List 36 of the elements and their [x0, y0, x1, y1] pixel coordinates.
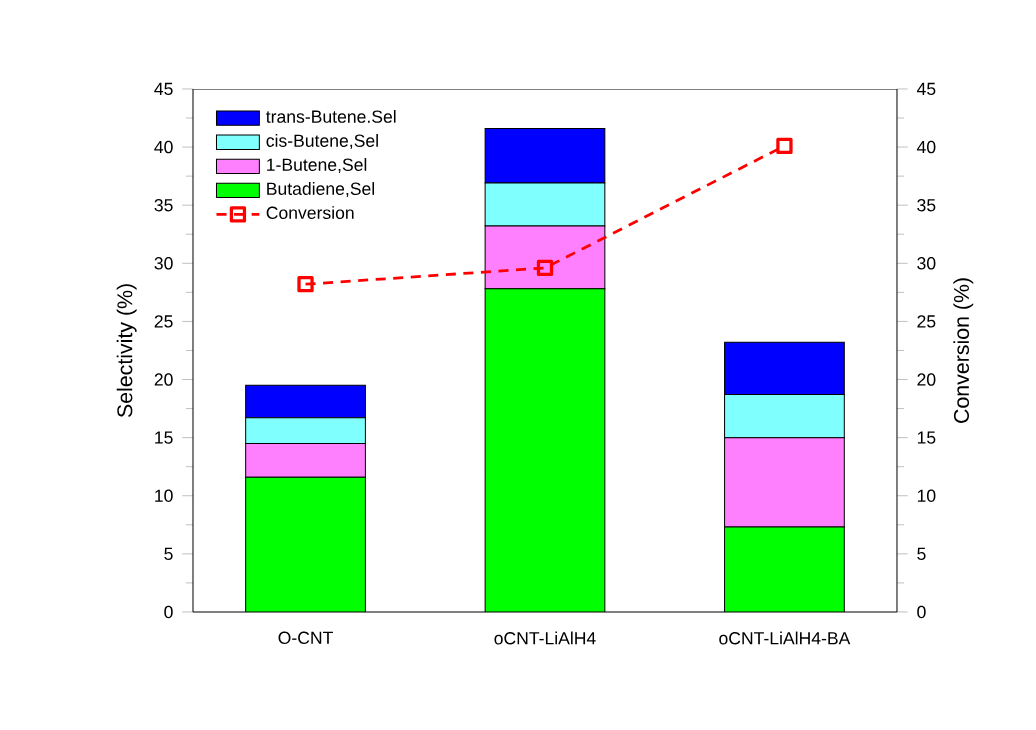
y-tick-label: 0 [164, 605, 173, 619]
y2-axis-title: Conversion (%) [953, 278, 974, 423]
legend-label: Conversion [266, 206, 354, 220]
legend-label: Butadiene,Sel [267, 182, 375, 198]
y2-tick-label: 0 [917, 605, 926, 619]
y2-tick-label: 35 [917, 198, 936, 212]
y2-tick-label: 45 [916, 82, 936, 96]
y-tick-label: 10 [155, 489, 173, 502]
y-tick-label: 35 [154, 198, 173, 212]
x-tick-label: oCNT-LiAlH4-BA [719, 631, 851, 645]
y2-tick-label: 20 [917, 373, 936, 386]
point [536, 259, 554, 277]
y-tick-label: 30 [154, 257, 173, 270]
x-tick-label: oCNT-LiAlH4 [494, 631, 596, 645]
bar [245, 477, 366, 612]
y-tick-label: 20 [154, 373, 173, 386]
y-tick-label: 25 [154, 315, 173, 328]
point [297, 276, 314, 293]
y-tick-label: 45 [154, 82, 173, 96]
y-tick-label: 15 [155, 431, 173, 444]
y2-tick-label: 25 [917, 315, 936, 328]
point [776, 137, 793, 155]
legend-label: cis-Butene,Sel [266, 134, 378, 149]
bar [485, 288, 605, 612]
y-tick-label: 5 [164, 547, 173, 560]
legend-label: trans-Butene.Sel [266, 109, 396, 123]
y-axis-title: Selectivity (%) [116, 284, 137, 418]
y-tick-label: 40 [154, 140, 173, 154]
bar [724, 526, 845, 612]
y2-tick-label: 30 [917, 257, 936, 270]
x-tick-label: O-CNT [278, 631, 333, 644]
y2-tick-label: 10 [917, 489, 936, 502]
y2-tick-label: 5 [917, 547, 926, 560]
y2-tick-label: 15 [917, 431, 936, 444]
legend-label: 1-Butene,Sel [267, 158, 367, 174]
y2-tick-label: 40 [916, 140, 936, 154]
